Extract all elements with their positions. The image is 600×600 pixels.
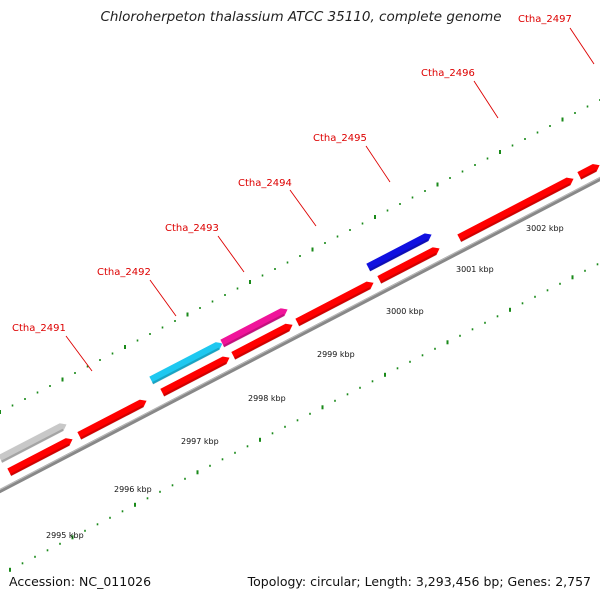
genome-backbone xyxy=(0,176,600,494)
tick-layer xyxy=(0,99,600,572)
gene-arrow[interactable] xyxy=(230,321,295,361)
kbp-label: 3000 kbp xyxy=(386,307,424,316)
kbp-label: 2996 kbp xyxy=(114,485,152,494)
gene-leader-line xyxy=(65,335,93,372)
label-layer: 2995 kbp 2996 kbp 2997 kbp 2998 kbp 2999 kbp… xyxy=(12,14,595,540)
map-title: Chloroherpeton thalassium ATCC 35110, co… xyxy=(100,9,502,25)
kbp-label: 2999 kbp xyxy=(317,350,355,359)
gene-label-ctha_2494[interactable]: Ctha_2494 xyxy=(238,178,292,189)
gene-arrow-ctha_2492[interactable] xyxy=(148,339,225,385)
gene-label-ctha_2497[interactable]: Ctha_2497 xyxy=(518,14,572,25)
kbp-label: 2995 kbp xyxy=(46,531,84,540)
kbp-label: 2998 kbp xyxy=(248,394,286,403)
gene-label-ctha_2496[interactable]: Ctha_2496 xyxy=(421,68,475,79)
gene-leader-line xyxy=(569,27,595,65)
kbp-label: 3001 kbp xyxy=(456,265,494,274)
gene-arrow-ctha_2493[interactable] xyxy=(219,305,290,348)
gene-leader-line xyxy=(365,145,391,183)
backbone-layer xyxy=(0,176,600,494)
gene-leader-line xyxy=(217,235,245,273)
gene-label-ctha_2492[interactable]: Ctha_2492 xyxy=(97,267,151,278)
gene-arrow[interactable] xyxy=(456,175,576,243)
gene-leader-line xyxy=(289,189,317,227)
accession-text: Accession: NC_011026 xyxy=(9,574,152,589)
kbp-label: 3002 kbp xyxy=(526,224,564,233)
gene-label-ctha_2491[interactable]: Ctha_2491 xyxy=(12,323,66,334)
genome-backbone-highlight xyxy=(0,176,600,491)
gene-label-ctha_2493[interactable]: Ctha_2493 xyxy=(165,223,219,234)
gene-arrow[interactable] xyxy=(294,279,376,327)
gene-layer xyxy=(0,161,600,477)
gene-arrow[interactable] xyxy=(159,353,232,398)
gene-arrow[interactable] xyxy=(76,397,149,441)
gene-label-ctha_2495[interactable]: Ctha_2495 xyxy=(313,133,367,144)
gene-arrow[interactable] xyxy=(6,435,75,477)
kbp-label: 2997 kbp xyxy=(181,437,219,446)
gene-arrow-ctha_2495[interactable] xyxy=(365,230,434,273)
gene-leader-line xyxy=(473,80,499,119)
genome-stats-text: Topology: circular; Length: 3,293,456 bp… xyxy=(247,574,591,589)
gene-arrow[interactable] xyxy=(0,420,69,464)
gene-leader-line xyxy=(149,279,177,317)
gene-arrow[interactable] xyxy=(376,244,442,285)
gene-arrow[interactable] xyxy=(576,161,600,181)
